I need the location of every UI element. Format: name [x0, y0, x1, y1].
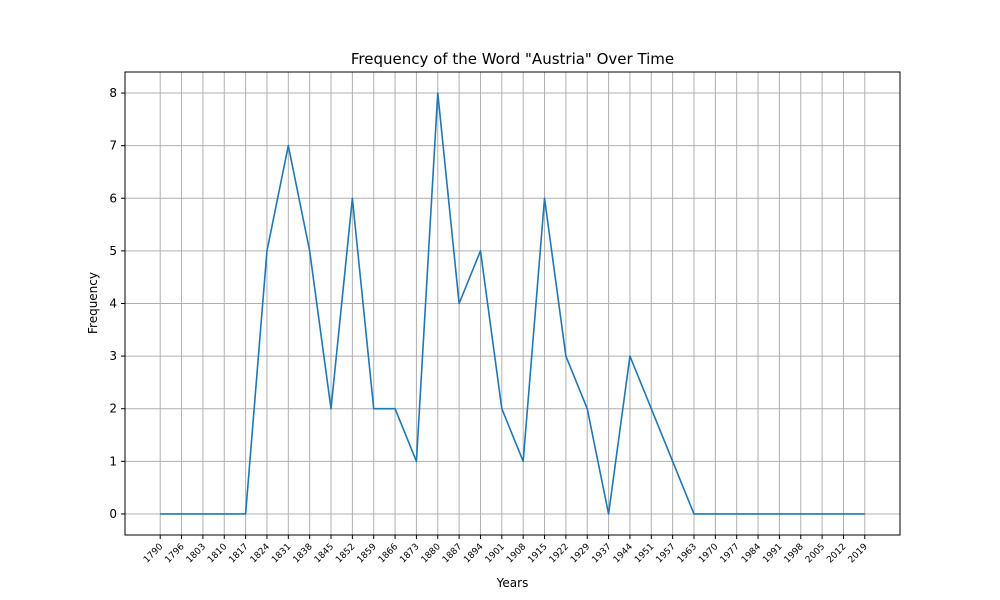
x-tick-label: 1922	[548, 542, 571, 565]
chart-title: Frequency of the Word "Austria" Over Tim…	[351, 50, 674, 68]
x-tick-label: 1998	[783, 542, 806, 565]
x-tick-label: 1937	[590, 542, 613, 565]
x-tick-label: 1908	[505, 542, 528, 565]
y-axis-label: Frequency	[86, 272, 100, 334]
x-tick-label: 1951	[633, 542, 656, 565]
x-tick-label: 1852	[334, 542, 357, 565]
series-layer	[160, 92, 865, 515]
y-tick-label: 8	[109, 86, 117, 100]
y-tick-label: 3	[109, 349, 117, 363]
x-tick-label: 1873	[398, 542, 421, 565]
x-tick-label: 1859	[356, 542, 379, 565]
x-tick-label: 1831	[270, 542, 293, 565]
y-tick-label: 7	[109, 139, 117, 153]
x-tick-label: 1944	[612, 542, 635, 565]
x-tick-label: 1915	[526, 542, 549, 565]
series-line	[160, 92, 865, 515]
x-tick-label: 2019	[847, 542, 870, 565]
x-tick-label: 1803	[185, 542, 208, 565]
grid	[125, 72, 900, 535]
x-tick-label: 1880	[420, 542, 443, 565]
x-tick-label: 1929	[569, 542, 592, 565]
x-tick-label: 1810	[206, 542, 229, 565]
ticks: 1790179618031810181718241831183818451852…	[109, 86, 870, 565]
x-tick-label: 1991	[761, 542, 784, 565]
x-tick-label: 1824	[249, 542, 272, 565]
y-tick-label: 5	[109, 244, 117, 258]
x-tick-label: 1977	[719, 542, 742, 565]
x-tick-label: 1970	[697, 542, 720, 565]
x-tick-label: 1901	[484, 542, 507, 565]
y-tick-label: 6	[109, 191, 117, 205]
x-tick-label: 1887	[441, 542, 464, 565]
x-tick-label: 1796	[163, 542, 186, 565]
y-tick-label: 2	[109, 402, 117, 416]
x-tick-label: 1866	[377, 542, 400, 565]
y-tick-label: 0	[109, 507, 117, 521]
x-tick-label: 2012	[825, 542, 848, 565]
x-axis-label: Years	[496, 576, 529, 590]
x-tick-label: 1838	[292, 542, 315, 565]
x-tick-label: 1790	[142, 542, 165, 565]
x-tick-label: 1963	[676, 542, 699, 565]
x-tick-label: 2005	[804, 542, 827, 565]
x-tick-label: 1817	[227, 542, 250, 565]
y-tick-label: 4	[109, 297, 117, 311]
x-tick-label: 1984	[740, 542, 763, 565]
x-tick-label: 1845	[313, 542, 336, 565]
y-tick-label: 1	[109, 454, 117, 468]
x-tick-label: 1957	[654, 542, 677, 565]
x-tick-label: 1894	[462, 542, 485, 565]
